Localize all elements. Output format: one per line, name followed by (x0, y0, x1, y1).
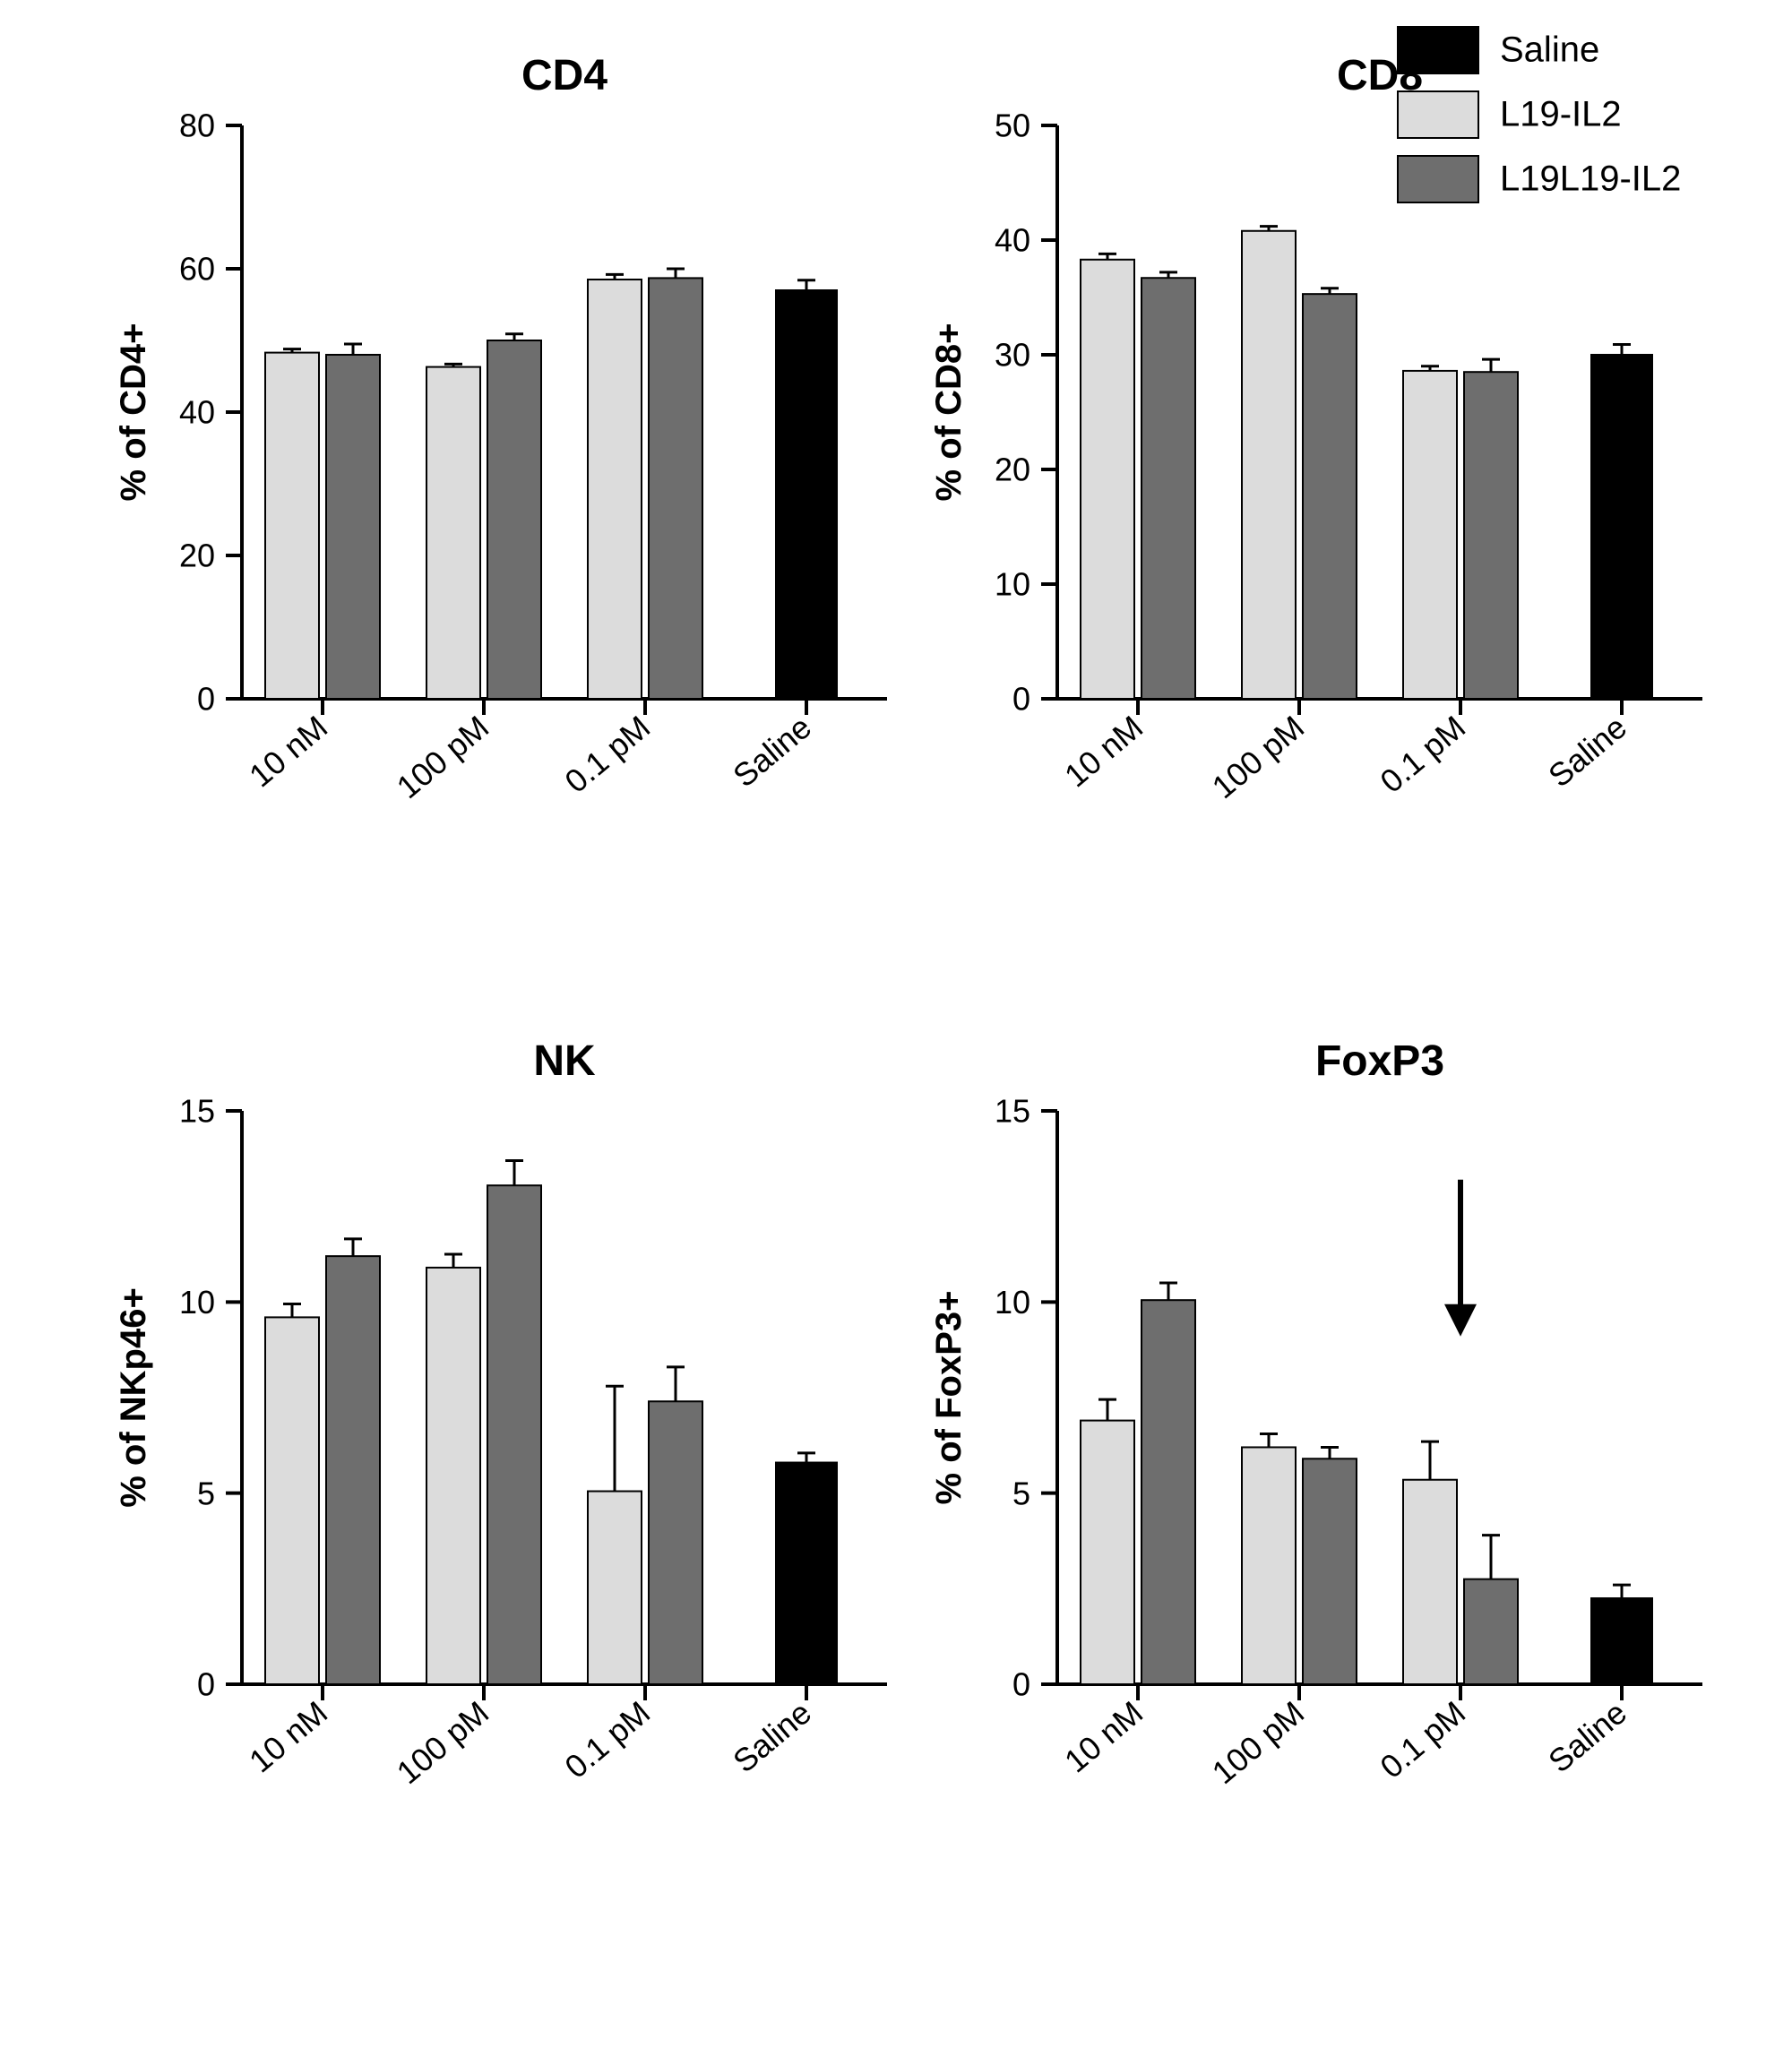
y-tick-label: 0 (197, 681, 215, 718)
legend: Saline L19-IL2 L19L19-IL2 (1398, 27, 1681, 202)
legend-label: Saline (1500, 30, 1599, 70)
x-tick-label: Saline (1541, 709, 1633, 795)
bar-l19l19-il2 (326, 355, 380, 699)
legend-label: L19-IL2 (1500, 95, 1622, 134)
bar-l19l19-il2 (649, 278, 702, 699)
bar-l19l19-il2 (1142, 278, 1195, 699)
x-tick-label: 0.1 pM (557, 1694, 657, 1785)
y-axis-label: % of FoxP3+ (929, 1291, 969, 1505)
x-tick-label: 100 pM (1205, 709, 1311, 806)
bar-l19-il2 (1403, 371, 1457, 699)
panel-title: FoxP3 (1315, 1037, 1444, 1085)
x-tick-label: Saline (1541, 1694, 1633, 1780)
panel-foxp3: FoxP3 0 5 10 15 % of FoxP3+ 10 nM 100 pM 0.1 pM S… (929, 1037, 1702, 1791)
x-tick-label: 0.1 pM (1373, 709, 1472, 800)
figure-svg: Saline L19-IL2 L19L19-IL2 CD4 0 20 40 60 80 % of … (0, 0, 1792, 2065)
bar-l19-il2 (1242, 1447, 1296, 1684)
bar-saline (1591, 1598, 1652, 1684)
y-tick-label: 40 (179, 394, 215, 431)
arrow-head-icon (1444, 1304, 1477, 1337)
bar-l19-il2 (1242, 231, 1296, 699)
x-tick-label: 0.1 pM (1373, 1694, 1472, 1785)
bar-l19-il2 (588, 1492, 642, 1684)
y-tick-label: 5 (1012, 1475, 1030, 1511)
x-tick-label: 100 pM (390, 1694, 495, 1792)
panel-title: CD4 (521, 52, 607, 99)
legend-swatch (1398, 156, 1478, 202)
y-tick-label: 30 (995, 337, 1030, 374)
bar-l19-il2 (588, 280, 642, 699)
y-tick-label: 20 (995, 452, 1030, 488)
y-axis-label: % of CD8+ (929, 323, 969, 502)
y-tick-label: 20 (179, 538, 215, 574)
y-tick-label: 15 (179, 1093, 215, 1130)
y-tick-label: 15 (995, 1093, 1030, 1130)
bar-l19l19-il2 (487, 1185, 541, 1684)
panel-cd4: CD4 0 20 40 60 80 % of CD4+ 10 nM 100 pM 0.1 pM Sa… (114, 52, 887, 805)
bar-l19l19-il2 (1303, 1458, 1357, 1684)
y-tick-label: 10 (995, 566, 1030, 603)
y-tick-label: 5 (197, 1475, 215, 1511)
panel-title: CD8 (1337, 52, 1423, 99)
x-tick-label: 0.1 pM (557, 709, 657, 800)
bar-l19-il2 (426, 1268, 480, 1684)
bar-saline (776, 1463, 837, 1684)
bar-l19l19-il2 (487, 340, 541, 699)
y-tick-label: 10 (179, 1284, 215, 1321)
bar-saline (1591, 355, 1652, 699)
bar-l19-il2 (1081, 1421, 1134, 1684)
bar-l19-il2 (1081, 260, 1134, 699)
y-tick-label: 0 (1012, 1666, 1030, 1703)
figure-container: Saline L19-IL2 L19L19-IL2 CD4 0 20 40 60 80 % of … (0, 0, 1792, 2065)
bar-l19l19-il2 (1303, 294, 1357, 699)
bar-l19l19-il2 (649, 1401, 702, 1684)
panel-title: NK (533, 1037, 596, 1085)
bar-l19-il2 (265, 1317, 319, 1684)
bar-l19l19-il2 (1142, 1300, 1195, 1684)
y-axis-label: % of CD4+ (114, 323, 153, 502)
y-tick-label: 60 (179, 251, 215, 288)
y-tick-label: 80 (179, 108, 215, 144)
x-tick-label: 10 nM (242, 709, 334, 795)
bar-l19-il2 (265, 353, 319, 699)
bar-l19l19-il2 (326, 1256, 380, 1684)
y-tick-label: 0 (197, 1666, 215, 1703)
x-tick-label: 10 nM (1057, 709, 1150, 795)
bar-l19l19-il2 (1464, 1579, 1518, 1684)
y-tick-label: 50 (995, 108, 1030, 144)
bar-l19-il2 (426, 367, 480, 699)
x-tick-label: 100 pM (1205, 1694, 1311, 1792)
x-tick-label: Saline (726, 709, 818, 795)
x-tick-label: 10 nM (1057, 1694, 1150, 1780)
panel-nk: NK 0 5 10 15 % of NKp46+ 10 nM 100 pM 0.1 pM Sali… (114, 1037, 887, 1791)
x-tick-label: Saline (726, 1694, 818, 1780)
x-tick-label: 100 pM (390, 709, 495, 806)
legend-label: L19L19-IL2 (1500, 159, 1681, 199)
y-tick-label: 10 (995, 1284, 1030, 1321)
bar-l19l19-il2 (1464, 372, 1518, 699)
bar-l19-il2 (1403, 1480, 1457, 1684)
x-tick-label: 10 nM (242, 1694, 334, 1780)
y-axis-label: % of NKp46+ (114, 1287, 153, 1508)
bar-saline (776, 290, 837, 699)
y-tick-label: 0 (1012, 681, 1030, 718)
y-tick-label: 40 (995, 222, 1030, 259)
